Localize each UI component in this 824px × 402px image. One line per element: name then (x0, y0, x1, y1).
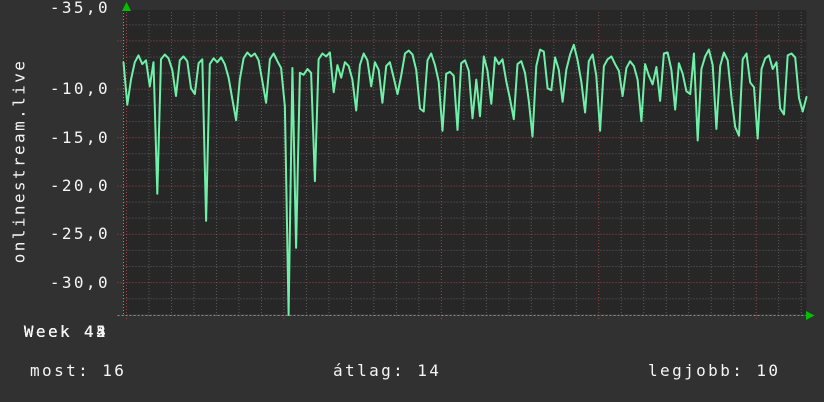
y-tick-label: -30,0 (49, 273, 110, 292)
stat-best: legjobb: 10 (648, 362, 780, 380)
stat-best-value: 10 (756, 361, 781, 380)
y-tick-label: -35,0 (49, 0, 110, 17)
y-tick-label: -25,0 (49, 224, 110, 243)
stat-average: átlag: 14 (333, 362, 441, 380)
y-tick-label: -10,0 (49, 79, 110, 98)
x-tick-label: Week 42 (23, 322, 109, 341)
stat-best-label: legjobb: (648, 361, 745, 380)
y-tick-label: -20,0 (49, 176, 110, 195)
x-tick-label: Week 43 (23, 322, 109, 341)
stat-current-value: 16 (102, 361, 127, 380)
stat-average-value: 14 (417, 361, 442, 380)
x-tick-label: Week 44 (23, 322, 109, 341)
stat-current-label: most: (30, 361, 91, 380)
stat-current: most: 16 (30, 362, 126, 380)
stat-average-label: átlag: (333, 361, 406, 380)
x-tick-label: Week 45 (23, 322, 109, 341)
y-tick-label: -15,0 (49, 128, 110, 147)
